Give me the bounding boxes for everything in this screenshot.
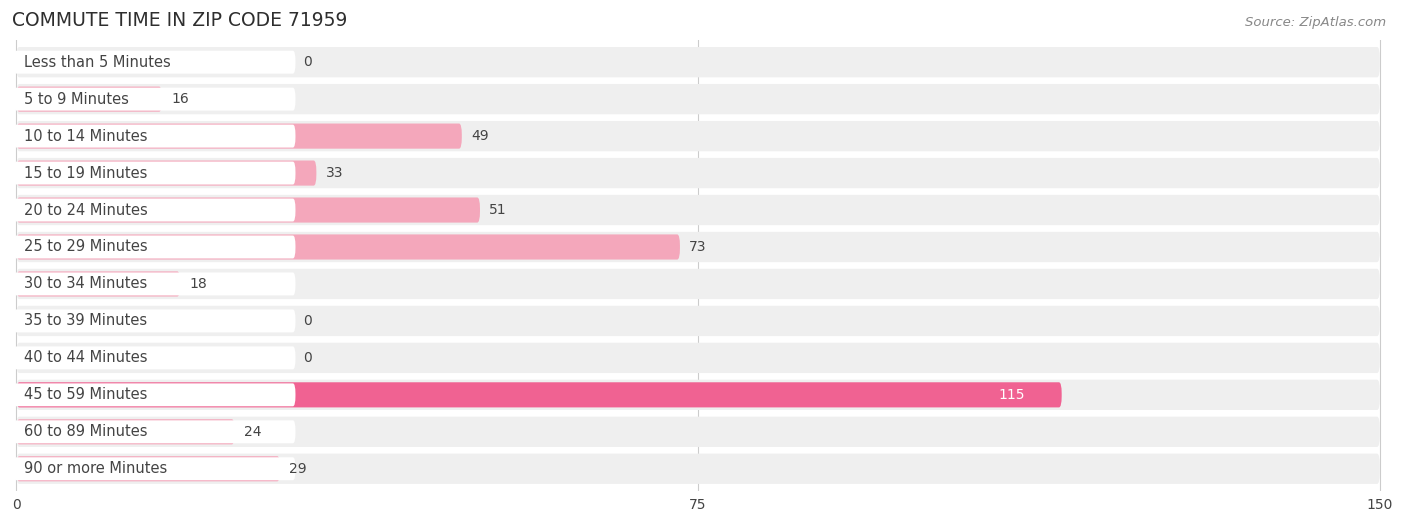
FancyBboxPatch shape (17, 232, 1379, 262)
FancyBboxPatch shape (17, 195, 1379, 225)
FancyBboxPatch shape (14, 51, 295, 74)
FancyBboxPatch shape (17, 271, 180, 297)
FancyBboxPatch shape (17, 382, 1062, 407)
FancyBboxPatch shape (17, 456, 280, 481)
FancyBboxPatch shape (17, 417, 1379, 447)
Text: Less than 5 Minutes: Less than 5 Minutes (24, 55, 170, 70)
Text: 20 to 24 Minutes: 20 to 24 Minutes (24, 202, 148, 218)
Text: Source: ZipAtlas.com: Source: ZipAtlas.com (1244, 16, 1386, 29)
FancyBboxPatch shape (14, 124, 295, 147)
Text: 15 to 19 Minutes: 15 to 19 Minutes (24, 166, 148, 180)
Text: 51: 51 (489, 203, 506, 217)
Text: 73: 73 (689, 240, 707, 254)
Text: 35 to 39 Minutes: 35 to 39 Minutes (24, 313, 146, 328)
FancyBboxPatch shape (14, 162, 295, 185)
FancyBboxPatch shape (17, 87, 162, 112)
Text: 90 or more Minutes: 90 or more Minutes (24, 461, 167, 476)
FancyBboxPatch shape (17, 161, 316, 186)
Text: 0: 0 (302, 351, 312, 365)
Text: 5 to 9 Minutes: 5 to 9 Minutes (24, 92, 128, 107)
Text: 0: 0 (302, 314, 312, 328)
FancyBboxPatch shape (17, 47, 1379, 77)
FancyBboxPatch shape (17, 380, 1379, 410)
FancyBboxPatch shape (17, 306, 1379, 336)
FancyBboxPatch shape (17, 84, 1379, 115)
FancyBboxPatch shape (14, 272, 295, 295)
FancyBboxPatch shape (17, 234, 681, 259)
FancyBboxPatch shape (17, 343, 1379, 373)
Text: 25 to 29 Minutes: 25 to 29 Minutes (24, 240, 148, 255)
Text: 16: 16 (172, 92, 188, 106)
Text: 49: 49 (471, 129, 488, 143)
FancyBboxPatch shape (17, 419, 235, 445)
FancyBboxPatch shape (17, 158, 1379, 188)
FancyBboxPatch shape (14, 457, 295, 480)
Text: 0: 0 (302, 55, 312, 69)
FancyBboxPatch shape (17, 453, 1379, 484)
FancyBboxPatch shape (14, 199, 295, 221)
Text: COMMUTE TIME IN ZIP CODE 71959: COMMUTE TIME IN ZIP CODE 71959 (11, 11, 347, 30)
FancyBboxPatch shape (14, 383, 295, 406)
FancyBboxPatch shape (14, 235, 295, 258)
Text: 40 to 44 Minutes: 40 to 44 Minutes (24, 350, 148, 366)
Text: 24: 24 (243, 425, 262, 439)
Text: 30 to 34 Minutes: 30 to 34 Minutes (24, 277, 148, 291)
Text: 60 to 89 Minutes: 60 to 89 Minutes (24, 424, 148, 439)
Text: 29: 29 (290, 462, 307, 476)
FancyBboxPatch shape (17, 121, 1379, 151)
FancyBboxPatch shape (17, 198, 479, 223)
FancyBboxPatch shape (14, 346, 295, 369)
Text: 115: 115 (998, 388, 1025, 402)
Text: 45 to 59 Minutes: 45 to 59 Minutes (24, 388, 148, 402)
FancyBboxPatch shape (17, 269, 1379, 299)
FancyBboxPatch shape (14, 88, 295, 110)
FancyBboxPatch shape (14, 310, 295, 333)
FancyBboxPatch shape (17, 123, 461, 149)
FancyBboxPatch shape (14, 420, 295, 444)
Text: 18: 18 (190, 277, 207, 291)
Text: 33: 33 (325, 166, 343, 180)
Text: 10 to 14 Minutes: 10 to 14 Minutes (24, 129, 148, 144)
